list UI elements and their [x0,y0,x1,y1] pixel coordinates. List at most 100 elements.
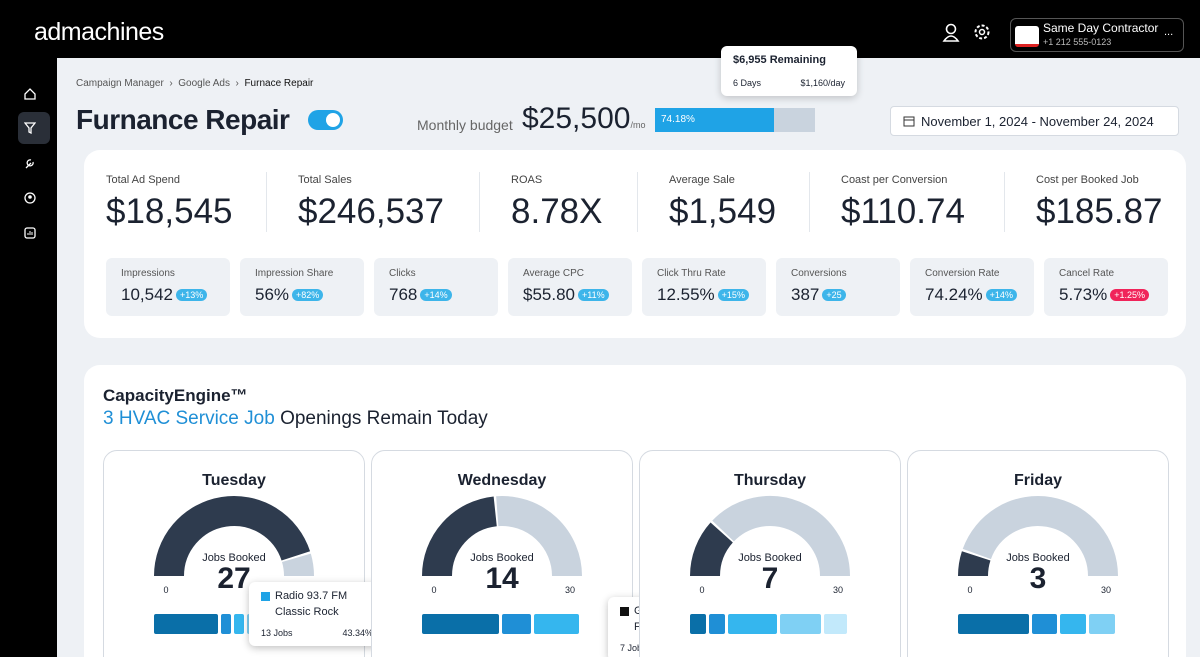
channel-segment [234,614,244,634]
gauge-booked [154,496,311,577]
budget-progress: 74.18% [655,108,815,132]
metric-value: 12.55% +15% [657,285,749,305]
metric-change: +11% [578,289,609,301]
kpi-label: Total Ad Spend [106,174,181,186]
breadcrumb-item: Furnace Repair [244,78,314,89]
metric-value: 768 +14% [389,285,452,305]
kpi-card: Total Ad Spend $18,545 Total Sales $246,537… [84,150,1186,338]
metric-change: +14% [985,289,1017,301]
date-picker[interactable]: November 1, 2024 - November 24, 2024 [890,106,1179,136]
nav-home[interactable] [24,88,36,100]
kpi-divider [1004,172,1005,232]
channel-segment [221,614,231,634]
channel-name: Radio 93.7 FM Classic Rock [275,590,348,618]
capacity-card: CapacityEngine™ 3 HVAC Service Job Openi… [84,365,1186,657]
metric-label: Click Thru Rate [657,268,726,279]
capacity-highlight: 3 HVAC Service Job [103,408,275,429]
metric-label: Cancel Rate [1059,268,1115,279]
channel-segment [728,614,777,634]
channel-segment [1089,614,1115,634]
kpi-divider [479,172,480,232]
metric-box: Click Thru Rate 12.55% +15% [642,258,766,316]
date-range: November 1, 2024 - November 24, 2024 [921,114,1154,129]
breadcrumb-item[interactable]: Google Ads [178,78,230,89]
budget-unit: /mo [630,120,646,130]
metric-number: 56% [255,285,290,304]
kpi-label: Coast per Conversion [841,174,948,186]
capacity-rest: Openings Remain Today [280,408,488,429]
metric-box: Average CPC $55.80 +11% [508,258,632,316]
day-card: Friday Jobs Booked 3 0 30 [907,450,1169,657]
nav-tools[interactable] [24,157,36,169]
breadcrumb-item[interactable]: Campaign Manager [76,78,164,89]
metric-label: Clicks [389,268,416,279]
nav-active [18,112,50,144]
sidebar [0,58,57,657]
metric-change: +15% [717,289,749,301]
top-bar [0,0,1200,58]
metric-value: 387 +25 [791,285,846,305]
account-menu[interactable]: ... [1164,26,1174,38]
metric-label: Conversions [791,268,847,279]
nav-account[interactable] [24,192,36,204]
channel-segment [1031,614,1058,634]
kpi-divider [637,172,638,232]
channel-segment [1060,614,1087,634]
kpi-label: Average Sale [669,174,735,186]
calendar-icon [903,116,915,127]
metric-number: 768 [389,285,418,304]
metric-change: +1.25% [1110,289,1149,301]
gauge-label: Jobs Booked [1006,552,1070,564]
gauge-label: Jobs Booked [738,552,802,564]
kpi-label: Cost per Booked Job [1036,174,1139,186]
metric-value: $55.80 +11% [523,285,609,305]
page-title: Furnance Repair [76,104,290,135]
channel-jobs: 7 Jobs [620,643,647,653]
tooltip-remaining: $6,955 Remaining [733,54,826,66]
day-name: Thursday [733,472,806,489]
gauge-remaining [496,496,582,577]
metric-label: Conversion Rate [925,268,1000,279]
nav-filter[interactable] [24,122,36,134]
channel-tooltip: Radio 93.7 FM Classic Rock 13 Jobs 43.34% [249,582,385,646]
gauge-min: 0 [163,585,168,595]
settings-icon[interactable] [973,23,991,41]
metric-change: +82% [292,289,324,301]
channel-jobs: 13 Jobs [261,628,293,638]
metric-number: 10,542 [121,285,173,304]
kpi-value: $1,549 [669,192,777,231]
metric-label: Impressions [121,268,175,279]
capacity-subtitle: 3 HVAC Service Job Openings Remain Today [103,408,488,430]
channel-segment [779,614,822,634]
metric-value: 5.73% +1.25% [1059,285,1149,305]
budget-progress-fill [655,108,774,132]
gauge-min: 0 [431,585,436,595]
budget-amount: $25,500/mo [522,102,645,136]
breadcrumb: Campaign Manager › Google Ads › Furnace … [76,78,314,89]
user-icon[interactable] [942,23,960,43]
metric-box: Cancel Rate 5.73% +1.25% [1044,258,1168,316]
jobs-booked: 14 [485,562,519,595]
metric-number: 74.24% [925,285,983,304]
kpi-value: $246,537 [298,192,444,231]
kpi-value: $110.74 [841,192,965,231]
nav-reports[interactable] [24,227,36,239]
capacity-title: CapacityEngine™ [103,386,248,405]
metric-box: Conversion Rate 74.24% +14% [910,258,1034,316]
channel-segment [422,614,499,634]
metric-box: Impression Share 56% +82% [240,258,364,316]
gauge-booked [958,551,991,577]
toggle[interactable] [308,110,343,130]
account-name: Same Day Contractor [1043,21,1159,35]
tooltip-per-day: $1,160/day [800,78,845,88]
metric-box: Impressions 10,542 +13% [106,258,230,316]
channel-segment [154,614,219,634]
gauge-remaining [962,496,1118,577]
logo[interactable]: admachines [34,18,164,46]
account-box[interactable] [1010,18,1184,52]
gauge: Jobs Booked27030 [154,496,314,595]
gauge-remaining [712,496,850,577]
metric-value: 56% +82% [255,285,324,305]
